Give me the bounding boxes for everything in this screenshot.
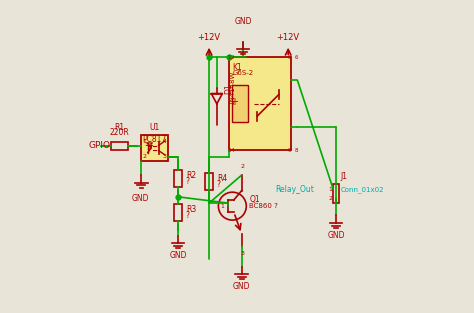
Text: 1N4148W: 1N4148W xyxy=(229,71,235,105)
Text: 220R: 220R xyxy=(109,128,129,137)
Text: 1: 1 xyxy=(228,55,231,60)
Text: +12V: +12V xyxy=(277,33,300,42)
Text: R2: R2 xyxy=(186,171,196,180)
Text: GND: GND xyxy=(233,282,250,291)
Text: R3: R3 xyxy=(186,205,196,214)
Text: 8: 8 xyxy=(294,148,298,153)
Text: 5: 5 xyxy=(288,55,292,60)
Text: 3: 3 xyxy=(163,154,167,159)
Text: G6S-2: G6S-2 xyxy=(232,69,254,76)
Bar xyxy=(110,142,128,150)
Text: 2: 2 xyxy=(230,55,234,60)
Text: R4: R4 xyxy=(217,174,227,183)
Text: 2: 2 xyxy=(240,164,244,169)
Text: 3: 3 xyxy=(240,251,244,256)
Bar xyxy=(141,135,168,161)
Text: PC817: PC817 xyxy=(143,136,167,144)
Bar xyxy=(333,184,339,203)
Text: 3: 3 xyxy=(228,148,231,153)
Text: 2: 2 xyxy=(142,154,146,159)
Text: 1: 1 xyxy=(328,187,332,192)
Text: ?: ? xyxy=(186,177,190,186)
Bar xyxy=(205,173,213,190)
Text: +: + xyxy=(230,97,238,107)
Text: BC860 ?: BC860 ? xyxy=(249,203,278,209)
Text: Relay_Out: Relay_Out xyxy=(276,185,315,193)
Text: GND: GND xyxy=(235,17,252,26)
Text: +12V: +12V xyxy=(198,33,220,42)
Text: GND: GND xyxy=(131,194,149,203)
Bar xyxy=(174,170,182,187)
Text: Q1: Q1 xyxy=(249,195,260,204)
Bar xyxy=(232,85,248,122)
Text: J1: J1 xyxy=(340,172,347,181)
Text: R1: R1 xyxy=(114,123,124,132)
Text: GPIO: GPIO xyxy=(88,141,110,150)
Bar xyxy=(174,204,182,221)
Text: 6: 6 xyxy=(294,55,298,60)
Text: ?: ? xyxy=(217,180,221,189)
Text: 9: 9 xyxy=(288,148,292,153)
Text: K1: K1 xyxy=(232,64,242,72)
Text: U1: U1 xyxy=(149,123,160,132)
Text: ?: ? xyxy=(186,211,190,220)
Bar xyxy=(229,57,292,150)
Text: 1: 1 xyxy=(142,139,146,143)
Text: 4: 4 xyxy=(163,139,167,143)
Text: 4: 4 xyxy=(230,148,234,153)
Text: 2: 2 xyxy=(328,196,332,201)
Text: Conn_01x02: Conn_01x02 xyxy=(340,186,384,193)
Text: GND: GND xyxy=(169,251,187,260)
Text: 1: 1 xyxy=(221,204,225,209)
Text: GND: GND xyxy=(327,231,345,240)
Text: D1: D1 xyxy=(225,83,234,94)
